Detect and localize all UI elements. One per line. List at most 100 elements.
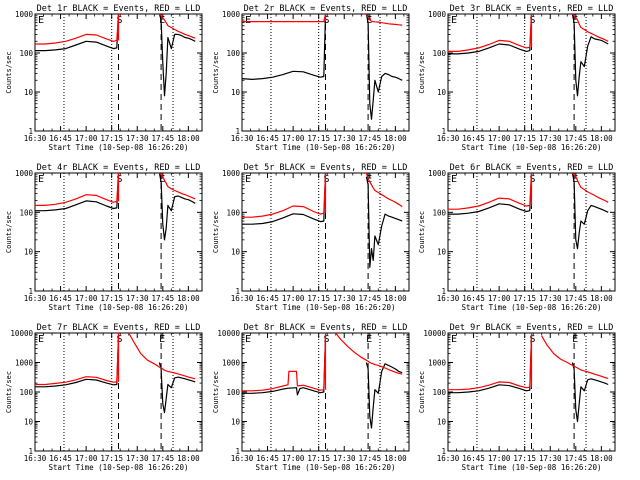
chart-2-xlabel: Start Time (10-Sep-08 16:26:20) xyxy=(462,143,602,152)
chart-7: Det 8r BLACK = Events, RED = LLD 1 10 100 10… xyxy=(212,323,410,472)
chart-2-ytick-label-1: 10 xyxy=(437,88,447,97)
chart-8: Det 9r BLACK = Events, RED = LLD 1 10 100 10… xyxy=(418,323,616,472)
chart-6-marker-label-0: E xyxy=(38,334,44,345)
chart-7-xtick-label-1: 16:45 xyxy=(256,454,279,463)
chart-0-xlabel: Start Time (10-Sep-08 16:26:20) xyxy=(49,143,189,152)
chart-4-ylabel: Counts/sec xyxy=(212,211,220,253)
chart-3-marker-label-2: E xyxy=(159,174,165,185)
chart-2-series-lld xyxy=(448,14,533,53)
chart-0-xtick-label-0: 16:30 xyxy=(24,134,47,143)
chart-3-marker-label-0: E xyxy=(38,174,44,185)
chart-8-marker-label-0: E xyxy=(451,334,457,345)
chart-1-xtick-label-6: 18:00 xyxy=(384,134,407,143)
chart-1-xtick-label-4: 17:30 xyxy=(333,134,356,143)
chart-3-series-events xyxy=(35,173,120,212)
chart-0-title: Det 1r BLACK = Events, RED = LLD xyxy=(37,4,201,14)
chart-2-series-lld-after xyxy=(571,14,609,42)
chart-7-xtick-label-0: 16:30 xyxy=(231,454,254,463)
chart-6-marker-label-1: S xyxy=(117,334,123,345)
chart-6-xlabel: Start Time (10-Sep-08 16:26:20) xyxy=(49,463,189,472)
chart-5-ytick-label-2: 100 xyxy=(432,208,446,217)
chart-4-xtick-label-3: 17:15 xyxy=(307,294,330,303)
chart-0-xtick-label-3: 17:15 xyxy=(100,134,123,143)
chart-2-xtick-label-5: 17:45 xyxy=(565,134,588,143)
chart-2-ytick-label-0: 1 xyxy=(441,127,446,136)
chart-4-title: Det 5r BLACK = Events, RED = LLD xyxy=(244,163,408,173)
chart-8-ytick-label-2: 100 xyxy=(432,388,446,397)
chart-3-xtick-label-0: 16:30 xyxy=(24,294,47,303)
chart-8-series-lld-after xyxy=(541,335,609,379)
chart-7-series-events xyxy=(242,335,327,396)
chart-5-ytick-label-3: 1000 xyxy=(428,169,447,178)
chart-0-xtick-label-1: 16:45 xyxy=(49,134,72,143)
chart-4-xtick-label-0: 16:30 xyxy=(231,294,254,303)
chart-2-marker-label-1: S xyxy=(530,15,536,26)
chart-5-xtick-label-3: 17:15 xyxy=(513,294,536,303)
chart-1-xtick-label-0: 16:30 xyxy=(231,134,254,143)
chart-4-xlabel: Start Time (10-Sep-08 16:26:20) xyxy=(256,303,396,312)
chart-4-xtick-label-1: 16:45 xyxy=(256,294,279,303)
chart-6-xtick-label-4: 17:30 xyxy=(126,454,149,463)
chart-1-marker-label-2: E xyxy=(366,15,372,26)
chart-8-title: Det 9r BLACK = Events, RED = LLD xyxy=(450,323,614,333)
chart-4: Det 5r BLACK = Events, RED = LLD 1 10 100 10… xyxy=(212,163,410,312)
chart-8-xtick-label-4: 17:30 xyxy=(539,454,562,463)
chart-4-series-lld xyxy=(242,173,327,218)
chart-5-xtick-label-6: 18:00 xyxy=(590,294,613,303)
chart-2-xtick-label-3: 17:15 xyxy=(513,134,536,143)
chart-4-ytick-label-2: 100 xyxy=(226,208,240,217)
chart-5-series-events xyxy=(448,173,533,215)
chart-4-series-events-after xyxy=(365,176,403,268)
chart-3-marker-label-1: S xyxy=(117,174,123,185)
chart-5-xtick-label-1: 16:45 xyxy=(462,294,485,303)
chart-1-ytick-label-1: 10 xyxy=(231,88,241,97)
chart-8-ytick-label-1: 10 xyxy=(437,418,447,427)
chart-7-ytick-label-1: 10 xyxy=(231,418,241,427)
chart-6-ytick-label-1: 10 xyxy=(24,418,34,427)
chart-6-xtick-label-0: 16:30 xyxy=(24,454,47,463)
chart-0-ytick-label-1: 10 xyxy=(24,88,34,97)
chart-1-xtick-label-1: 16:45 xyxy=(256,134,279,143)
chart-3-xtick-label-4: 17:30 xyxy=(126,294,149,303)
chart-6-ytick-label-3: 1000 xyxy=(15,359,34,368)
chart-5-xtick-label-5: 17:45 xyxy=(565,294,588,303)
chart-2-xtick-label-6: 18:00 xyxy=(590,134,613,143)
chart-1-ytick-label-2: 100 xyxy=(226,49,240,58)
chart-4-series-lld-after xyxy=(365,173,403,208)
chart-8-xtick-label-0: 16:30 xyxy=(437,454,460,463)
chart-0-ytick-label-2: 100 xyxy=(19,49,33,58)
chart-8-xtick-label-3: 17:15 xyxy=(513,454,536,463)
chart-7-xtick-label-4: 17:30 xyxy=(333,454,356,463)
chart-5-series-events-after xyxy=(571,173,609,250)
chart-2-ytick-label-2: 100 xyxy=(432,49,446,58)
chart-8-xlabel: Start Time (10-Sep-08 16:26:20) xyxy=(462,463,602,472)
chart-5-marker-label-2: E xyxy=(572,174,578,185)
chart-7-ytick-label-0: 1 xyxy=(235,447,240,456)
chart-3-series-lld xyxy=(35,173,120,206)
chart-0: Det 1r BLACK = Events, RED = LLD 1 10 100 10… xyxy=(5,4,203,152)
chart-7-title: Det 8r BLACK = Events, RED = LLD xyxy=(244,323,408,333)
chart-5-xtick-label-4: 17:30 xyxy=(539,294,562,303)
chart-8-xtick-label-2: 17:00 xyxy=(488,454,511,463)
chart-6-xtick-label-3: 17:15 xyxy=(100,454,123,463)
chart-1-series-lld xyxy=(242,14,327,23)
chart-3-ytick-label-0: 1 xyxy=(28,287,33,296)
chart-0-marker-label-2: E xyxy=(159,15,165,26)
chart-2-xtick-label-1: 16:45 xyxy=(462,134,485,143)
chart-0-ytick-label-0: 1 xyxy=(28,127,33,136)
chart-7-xtick-label-3: 17:15 xyxy=(307,454,330,463)
chart-1-marker-label-0: E xyxy=(245,15,251,26)
chart-0-series-events xyxy=(35,14,120,52)
chart-4-xtick-label-2: 17:00 xyxy=(282,294,305,303)
chart-6-ylabel: Counts/sec xyxy=(5,371,13,413)
chart-7-ytick-label-2: 100 xyxy=(226,388,240,397)
chart-3-xtick-label-1: 16:45 xyxy=(49,294,72,303)
chart-5-series-lld-after xyxy=(571,173,609,203)
chart-1-marker-label-1: S xyxy=(324,15,330,26)
chart-0-series-lld-after xyxy=(158,14,196,39)
chart-7-ytick-label-4: 10000 xyxy=(217,329,240,338)
chart-6-xtick-label-6: 18:00 xyxy=(177,454,200,463)
chart-3-xlabel: Start Time (10-Sep-08 16:26:20) xyxy=(49,303,189,312)
chart-2: Det 3r BLACK = Events, RED = LLD 1 10 100 10… xyxy=(418,4,616,152)
chart-1-xlabel: Start Time (10-Sep-08 16:26:20) xyxy=(256,143,396,152)
